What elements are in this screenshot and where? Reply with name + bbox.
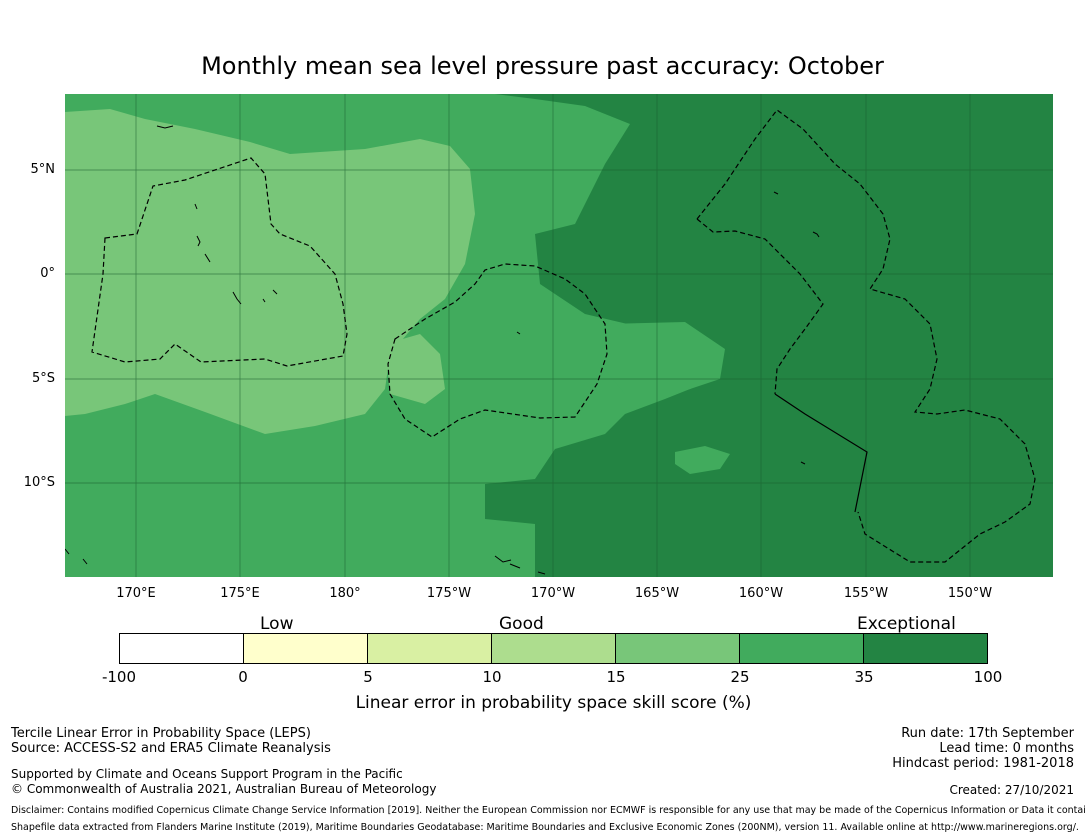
lon-label: 175°E: [220, 586, 260, 601]
hindcast-period: Hindcast period: 1981-2018: [892, 756, 1074, 771]
eez-boundary-solid: [774, 393, 868, 513]
lon-label: 170°E: [116, 586, 156, 601]
method-text: Tercile Linear Error in Probability Spac…: [11, 726, 311, 741]
colorbar-label-low: Low: [260, 614, 294, 634]
lon-label: 155°W: [843, 586, 889, 601]
colorbar-label-exceptional: Exceptional: [857, 614, 956, 634]
page-title: Monthly mean sea level pressure past acc…: [201, 52, 884, 80]
lon-label: 165°W: [634, 586, 680, 601]
skill-map: [65, 94, 1053, 577]
colorbar-tick: 25: [730, 668, 750, 686]
lat-label-10s: 10°S: [23, 475, 55, 490]
colorbar-segment: [492, 634, 616, 663]
colorbar-tick: 100: [973, 668, 1003, 686]
colorbar-tick: 15: [606, 668, 626, 686]
lat-label-5s: 5°S: [31, 371, 55, 386]
support-text: Supported by Climate and Oceans Support …: [11, 767, 403, 781]
islands: [65, 125, 820, 575]
lon-label: 160°W: [738, 586, 784, 601]
lon-label: 150°W: [947, 586, 993, 601]
colorbar-segment: [740, 634, 864, 663]
source-text: Source: ACCESS-S2 and ERA5 Climate Reana…: [11, 741, 331, 756]
lat-label-0: 0°: [40, 266, 55, 281]
disclaimer-text: Disclaimer: Contains modified Copernicus…: [11, 805, 1085, 816]
lead-time: Lead time: 0 months: [939, 741, 1074, 756]
colorbar-tick: 10: [482, 668, 502, 686]
copyright-text: © Commonwealth of Australia 2021, Austra…: [11, 782, 437, 796]
lon-label: 180°: [329, 586, 361, 601]
colorbar-segment: [368, 634, 492, 663]
colorbar: [119, 633, 988, 664]
colorbar-label-good: Good: [499, 614, 544, 634]
colorbar-tick: 5: [363, 668, 373, 686]
lat-label-5n: 5°N: [30, 162, 56, 177]
lon-label: 175°W: [426, 586, 472, 601]
shapefile-text: Shapefile data extracted from Flanders M…: [11, 822, 1079, 833]
colorbar-segment: [120, 634, 244, 663]
colorbar-segment: [244, 634, 368, 663]
colorbar-segment: [616, 634, 740, 663]
colorbar-tick: -100: [101, 668, 137, 686]
colorbar-title: Linear error in probability space skill …: [355, 693, 752, 713]
colorbar-segment: [864, 634, 987, 663]
created-date: Created: 27/10/2021: [949, 783, 1074, 797]
exceptional-region: [485, 94, 1053, 577]
lon-label: 170°W: [530, 586, 576, 601]
colorbar-tick: 35: [854, 668, 874, 686]
eez-boundaries: [91, 109, 1036, 563]
run-date: Run date: 17th September: [901, 726, 1074, 741]
good-region: [65, 109, 475, 434]
colorbar-tick: 0: [238, 668, 248, 686]
graticule: [65, 94, 1053, 577]
